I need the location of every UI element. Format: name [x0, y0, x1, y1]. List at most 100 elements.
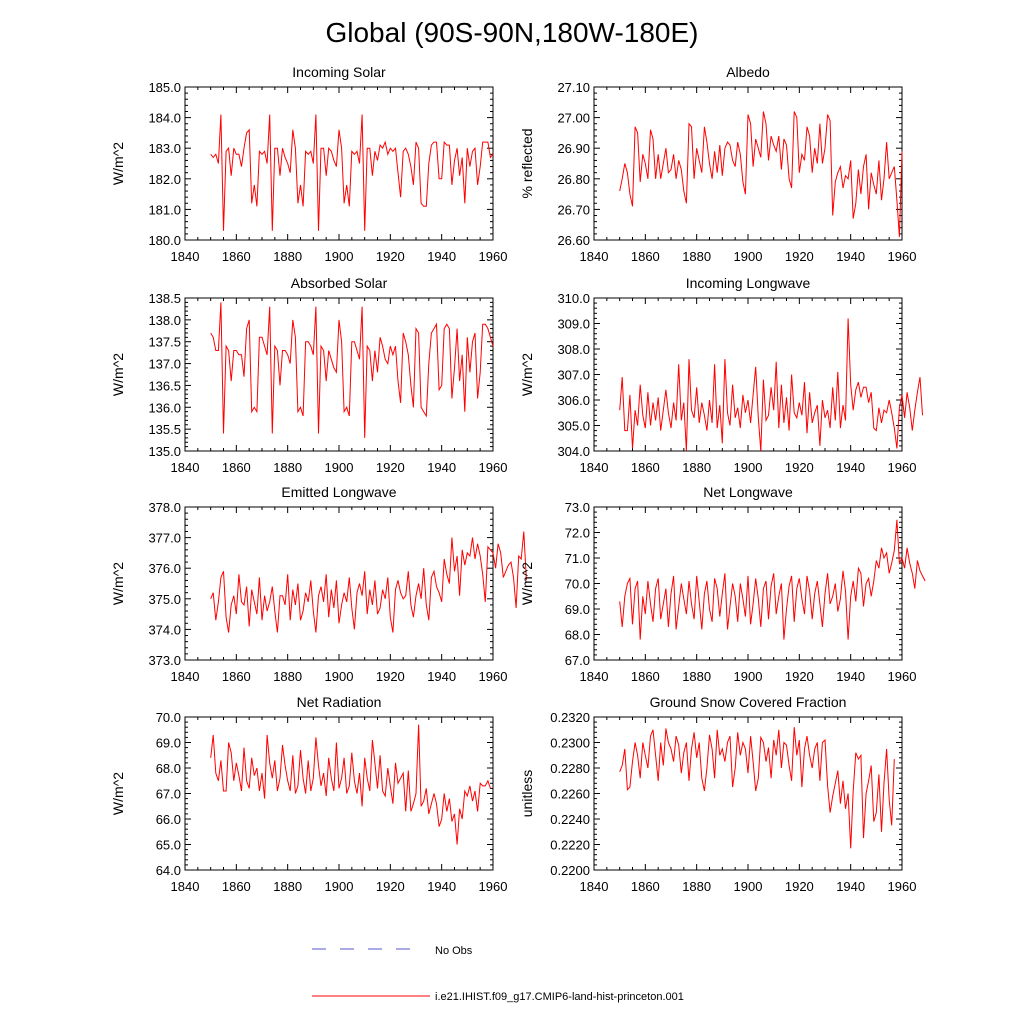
x-tick-label: 1840: [171, 669, 200, 684]
y-tick-label: 65.0: [156, 838, 181, 853]
y-tick-label: 0.2220: [550, 838, 590, 853]
y-tick-label: 27.00: [557, 111, 590, 126]
chart-title: Net Longwave: [703, 484, 793, 500]
chart-title: Net Radiation: [297, 694, 382, 710]
series-line: [619, 318, 923, 452]
y-tick-label: 183.0: [148, 141, 181, 156]
y-axis-label: unitless: [519, 770, 535, 817]
x-tick-label: 1940: [427, 879, 456, 894]
x-tick-label: 1900: [325, 669, 354, 684]
series-line: [619, 519, 926, 640]
y-tick-label: 138.5: [148, 291, 181, 306]
y-tick-label: 306.0: [557, 393, 590, 408]
x-tick-label: 1960: [479, 460, 508, 475]
plot-frame: [184, 716, 494, 871]
series-line: [210, 114, 494, 231]
y-tick-label: 73.0: [565, 500, 590, 515]
x-tick-label: 1960: [479, 879, 508, 894]
y-tick-label: 66.0: [156, 812, 181, 827]
x-tick-label: 1840: [580, 669, 609, 684]
chart-panel-2: Albedo % reflected 1840 1860 1880 1900 1920 194…: [519, 64, 916, 264]
legend-model-label: i.e21.IHIST.f09_g17.CMIP6-land-hist-prin…: [435, 991, 684, 1003]
x-tick-label: 1940: [836, 669, 865, 684]
x-tick-label: 1860: [631, 249, 660, 264]
x-tick-label: 1960: [888, 460, 917, 475]
series-line: [619, 111, 903, 237]
y-tick-label: 26.70: [557, 202, 590, 217]
x-tick-label: 1880: [273, 249, 302, 264]
y-tick-label: 70.0: [565, 577, 590, 592]
y-tick-label: 71.0: [565, 551, 590, 566]
x-tick-label: 1860: [222, 669, 251, 684]
y-tick-label: 67.0: [565, 653, 590, 668]
y-tick-label: 0.2260: [550, 787, 590, 802]
x-tick-label: 1940: [427, 669, 456, 684]
x-tick-label: 1900: [734, 460, 763, 475]
y-tick-label: 304.0: [557, 444, 590, 459]
y-tick-label: 27.10: [557, 80, 590, 95]
chart-panel-5: Emitted Longwave W/m^2 1840 1860 1880 1900 192…: [110, 484, 527, 684]
x-tick-label: 1920: [376, 669, 405, 684]
y-tick-label: 69.0: [565, 602, 590, 617]
x-tick-label: 1960: [888, 879, 917, 894]
y-tick-label: 308.0: [557, 342, 590, 357]
y-tick-label: 310.0: [557, 291, 590, 306]
y-tick-label: 180.0: [148, 233, 181, 248]
x-tick-label: 1940: [427, 249, 456, 264]
y-tick-label: 26.60: [557, 233, 590, 248]
x-tick-label: 1900: [734, 669, 763, 684]
x-tick-label: 1840: [171, 879, 200, 894]
y-tick-label: 0.2280: [550, 761, 590, 776]
x-tick-label: 1900: [734, 879, 763, 894]
y-tick-label: 64.0: [156, 863, 181, 878]
x-tick-label: 1940: [836, 460, 865, 475]
x-tick-label: 1900: [325, 249, 354, 264]
y-tick-label: 69.0: [156, 736, 181, 751]
y-tick-label: 181.0: [148, 202, 181, 217]
x-tick-label: 1880: [273, 460, 302, 475]
y-tick-label: 309.0: [557, 317, 590, 332]
figure-title: Global (90S-90N,180W-180E): [325, 17, 698, 48]
y-tick-label: 0.2320: [550, 710, 590, 725]
series-line: [210, 724, 491, 845]
y-tick-label: 70.0: [156, 710, 181, 725]
legend: No Obs i.e21.IHIST.f09_g17.CMIP6-land-hi…: [312, 945, 684, 1003]
plot-frame: [593, 297, 903, 452]
x-tick-label: 1860: [222, 879, 251, 894]
y-tick-label: 374.0: [148, 622, 181, 637]
panels-group: Incoming Solar W/m^2 1840 1860 1880 1900 1920 1…: [110, 64, 926, 894]
y-tick-label: 72.0: [565, 526, 590, 541]
x-tick-label: 1880: [682, 669, 711, 684]
y-tick-label: 68.0: [156, 761, 181, 776]
x-tick-label: 1920: [376, 460, 405, 475]
series-line: [210, 531, 527, 633]
y-tick-label: 26.80: [557, 172, 590, 187]
y-axis-label: W/m^2: [110, 562, 126, 605]
x-tick-label: 1880: [682, 460, 711, 475]
y-tick-label: 376.0: [148, 561, 181, 576]
x-tick-label: 1880: [682, 879, 711, 894]
x-tick-label: 1880: [682, 249, 711, 264]
y-axis-label: W/m^2: [519, 562, 535, 605]
y-tick-label: 67.0: [156, 787, 181, 802]
y-tick-label: 307.0: [557, 368, 590, 383]
x-tick-label: 1860: [222, 460, 251, 475]
y-tick-label: 68.0: [565, 628, 590, 643]
x-tick-label: 1920: [376, 879, 405, 894]
y-tick-label: 377.0: [148, 531, 181, 546]
chart-panel-4: Incoming Longwave W/m^2 1840 1860 1880 1900 19…: [519, 275, 923, 475]
y-tick-label: 0.2200: [550, 863, 590, 878]
y-tick-label: 185.0: [148, 80, 181, 95]
y-tick-label: 373.0: [148, 653, 181, 668]
x-tick-label: 1920: [785, 879, 814, 894]
legend-obs-label: No Obs: [435, 945, 473, 957]
x-tick-label: 1900: [734, 249, 763, 264]
series-line: [619, 727, 895, 849]
x-tick-label: 1900: [325, 460, 354, 475]
x-tick-label: 1840: [580, 249, 609, 264]
x-tick-label: 1940: [427, 460, 456, 475]
chart-title: Incoming Longwave: [686, 275, 811, 291]
x-tick-label: 1860: [631, 460, 660, 475]
chart-panel-3: Absorbed Solar W/m^2 1840 1860 1880 1900 1920 1…: [110, 275, 507, 475]
